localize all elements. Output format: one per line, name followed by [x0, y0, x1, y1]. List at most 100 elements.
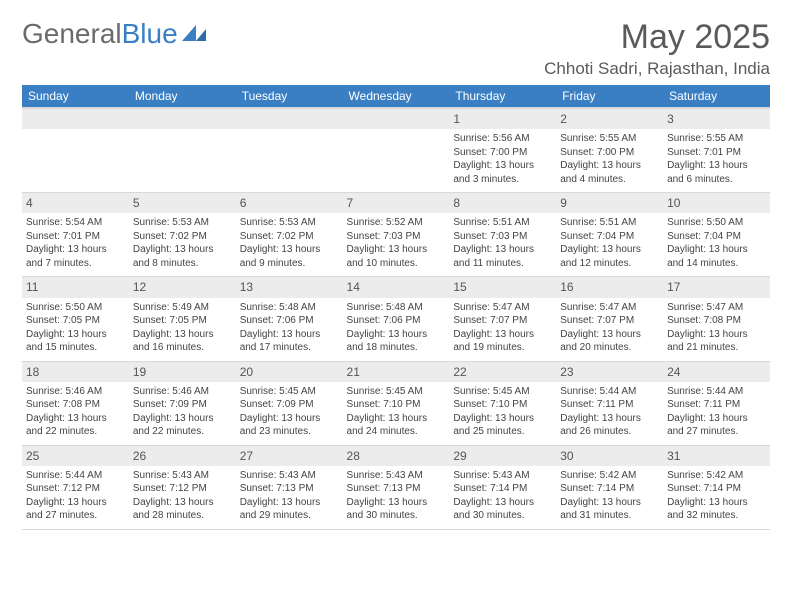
sunrise-text: Sunrise: 5:53 AM — [240, 216, 339, 230]
daylight-text: Daylight: 13 hours and 19 minutes. — [453, 328, 552, 355]
calendar-day-cell: 28Sunrise: 5:43 AMSunset: 7:13 PMDayligh… — [343, 445, 450, 529]
calendar-day-cell: 27Sunrise: 5:43 AMSunset: 7:13 PMDayligh… — [236, 445, 343, 529]
sunset-text: Sunset: 7:14 PM — [667, 482, 766, 496]
sunrise-text: Sunrise: 5:43 AM — [133, 469, 232, 483]
sunset-text: Sunset: 7:00 PM — [560, 146, 659, 160]
calendar-day-cell — [236, 108, 343, 193]
daylight-text: Daylight: 13 hours and 15 minutes. — [26, 328, 125, 355]
calendar-day-cell: 16Sunrise: 5:47 AMSunset: 7:07 PMDayligh… — [556, 277, 663, 361]
day-number — [129, 109, 236, 129]
calendar-day-cell: 31Sunrise: 5:42 AMSunset: 7:14 PMDayligh… — [663, 445, 770, 529]
daylight-text: Daylight: 13 hours and 24 minutes. — [347, 412, 446, 439]
daylight-text: Daylight: 13 hours and 6 minutes. — [667, 159, 766, 186]
daylight-text: Daylight: 13 hours and 22 minutes. — [133, 412, 232, 439]
calendar-week-row: 11Sunrise: 5:50 AMSunset: 7:05 PMDayligh… — [22, 277, 770, 361]
sunset-text: Sunset: 7:05 PM — [133, 314, 232, 328]
sunrise-text: Sunrise: 5:47 AM — [453, 301, 552, 315]
day-number: 17 — [663, 277, 770, 297]
sunset-text: Sunset: 7:01 PM — [26, 230, 125, 244]
daylight-text: Daylight: 13 hours and 18 minutes. — [347, 328, 446, 355]
daylight-text: Daylight: 13 hours and 9 minutes. — [240, 243, 339, 270]
day-number: 7 — [343, 193, 450, 213]
sunset-text: Sunset: 7:08 PM — [26, 398, 125, 412]
calendar-day-cell: 1 Sunrise: 5:56 AMSunset: 7:00 PMDaylight… — [449, 108, 556, 193]
day-header: Saturday — [663, 85, 770, 108]
day-number: 8 — [449, 193, 556, 213]
day-number — [22, 109, 129, 129]
calendar-table: SundayMondayTuesdayWednesdayThursdayFrid… — [22, 85, 770, 530]
calendar-day-cell: 10Sunrise: 5:50 AMSunset: 7:04 PMDayligh… — [663, 193, 770, 277]
day-number: 12 — [129, 277, 236, 297]
sunrise-text: Sunrise: 5:45 AM — [453, 385, 552, 399]
calendar-header-row: SundayMondayTuesdayWednesdayThursdayFrid… — [22, 85, 770, 108]
sunrise-text: Sunrise: 5:45 AM — [240, 385, 339, 399]
day-number — [343, 109, 450, 129]
sunset-text: Sunset: 7:03 PM — [453, 230, 552, 244]
calendar-body: 1Sunrise: 5:56 AMSunset: 7:00 PMDaylight… — [22, 108, 770, 529]
sunset-text: Sunset: 7:00 PM — [453, 146, 552, 160]
day-number: 19 — [129, 362, 236, 382]
sunset-text: Sunset: 7:08 PM — [667, 314, 766, 328]
sunset-text: Sunset: 7:09 PM — [133, 398, 232, 412]
sunrise-text: Sunrise: 5:56 AM — [453, 132, 552, 146]
sunset-text: Sunset: 7:12 PM — [133, 482, 232, 496]
calendar-day-cell: 30Sunrise: 5:42 AMSunset: 7:14 PMDayligh… — [556, 445, 663, 529]
day-header: Monday — [129, 85, 236, 108]
sunrise-text: Sunrise: 5:55 AM — [667, 132, 766, 146]
day-number: 3 — [663, 109, 770, 129]
calendar-day-cell: 11Sunrise: 5:50 AMSunset: 7:05 PMDayligh… — [22, 277, 129, 361]
day-header: Wednesday — [343, 85, 450, 108]
calendar-day-cell: 29Sunrise: 5:43 AMSunset: 7:14 PMDayligh… — [449, 445, 556, 529]
sunset-text: Sunset: 7:11 PM — [667, 398, 766, 412]
sunrise-text: Sunrise: 5:44 AM — [560, 385, 659, 399]
day-number: 11 — [22, 277, 129, 297]
day-number: 1 — [449, 109, 556, 129]
day-header: Friday — [556, 85, 663, 108]
calendar-day-cell — [343, 108, 450, 193]
day-number: 23 — [556, 362, 663, 382]
day-number: 14 — [343, 277, 450, 297]
sunrise-text: Sunrise: 5:46 AM — [133, 385, 232, 399]
day-number: 31 — [663, 446, 770, 466]
header-row: GeneralBlue May 2025 — [22, 18, 770, 57]
calendar-week-row: 18 Sunrise: 5:46 AM Sunset: 7:08 PM Dayligh… — [22, 361, 770, 445]
calendar-day-cell: 24 Sunrise: 5:44 AMSunset: 7:11 PMDayligh… — [663, 361, 770, 445]
day-header: Tuesday — [236, 85, 343, 108]
page-title: May 2025 — [621, 18, 770, 57]
calendar-day-cell: 8Sunrise: 5:51 AMSunset: 7:03 PMDaylight… — [449, 193, 556, 277]
day-number: 2 — [556, 109, 663, 129]
sunset-text: Sunset: 7:13 PM — [240, 482, 339, 496]
brand-part2: Blue — [122, 18, 178, 50]
daylight-text: Daylight: 13 hours and 3 minutes. — [453, 159, 552, 186]
calendar-week-row: 4Sunrise: 5:54 AMSunset: 7:01 PMDaylight… — [22, 193, 770, 277]
calendar-day-cell: 20Sunrise: 5:45 AMSunset: 7:09 PMDayligh… — [236, 361, 343, 445]
day-number: 24 — [663, 362, 770, 382]
calendar-day-cell: 14Sunrise: 5:48 AMSunset: 7:06 PMDayligh… — [343, 277, 450, 361]
calendar-day-cell: 6Sunrise: 5:53 AMSunset: 7:02 PMDaylight… — [236, 193, 343, 277]
day-number — [236, 109, 343, 129]
daylight-text: Daylight: 13 hours and 27 minutes. — [667, 412, 766, 439]
sunrise-text: Sunrise: 5:45 AM — [347, 385, 446, 399]
day-number: 27 — [236, 446, 343, 466]
calendar-day-cell: 12Sunrise: 5:49 AMSunset: 7:05 PMDayligh… — [129, 277, 236, 361]
calendar-day-cell: 17Sunrise: 5:47 AMSunset: 7:08 PMDayligh… — [663, 277, 770, 361]
sunrise-text: Sunrise: 5:54 AM — [26, 216, 125, 230]
sunrise-text: Sunrise: 5:44 AM — [667, 385, 766, 399]
sunset-text: Sunset: 7:07 PM — [560, 314, 659, 328]
calendar-day-cell: 9Sunrise: 5:51 AMSunset: 7:04 PMDaylight… — [556, 193, 663, 277]
day-number: 30 — [556, 446, 663, 466]
daylight-text: Daylight: 13 hours and 16 minutes. — [133, 328, 232, 355]
daylight-text: Daylight: 13 hours and 17 minutes. — [240, 328, 339, 355]
sunrise-text: Sunrise: 5:42 AM — [560, 469, 659, 483]
brand-logo: GeneralBlue — [22, 18, 210, 50]
sunset-text: Sunset: 7:05 PM — [26, 314, 125, 328]
day-number: 25 — [22, 446, 129, 466]
day-number: 18 — [22, 362, 129, 382]
sunset-text: Sunset: 7:01 PM — [667, 146, 766, 160]
day-number: 29 — [449, 446, 556, 466]
calendar-day-cell: 7Sunrise: 5:52 AMSunset: 7:03 PMDaylight… — [343, 193, 450, 277]
calendar-day-cell: 2Sunrise: 5:55 AMSunset: 7:00 PMDaylight… — [556, 108, 663, 193]
brand-part1: General — [22, 18, 122, 50]
calendar-day-cell: 3 Sunrise: 5:55 AMSunset: 7:01 PMDaylight… — [663, 108, 770, 193]
sunrise-text: Sunrise: 5:43 AM — [453, 469, 552, 483]
